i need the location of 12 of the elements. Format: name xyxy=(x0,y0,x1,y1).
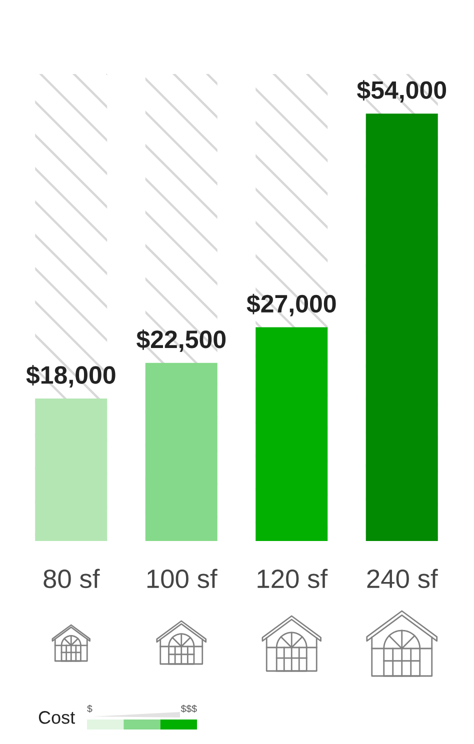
text: Cost xyxy=(38,711,75,724)
bar xyxy=(35,398,108,541)
x-tick-label: 120 sf xyxy=(258,568,328,588)
text: $ xyxy=(87,704,92,713)
data-label: $27,000 xyxy=(246,294,336,316)
data-label: $18,000 xyxy=(26,365,116,388)
data-label: $22,500 xyxy=(136,329,226,352)
x-tick-label: 80 sf xyxy=(44,568,100,588)
x-tick-label: 100 sf xyxy=(147,568,218,588)
x-tick-label: 240 sf xyxy=(367,568,438,588)
text: $$$ xyxy=(180,704,197,713)
data-label: $54,000 xyxy=(357,80,446,103)
